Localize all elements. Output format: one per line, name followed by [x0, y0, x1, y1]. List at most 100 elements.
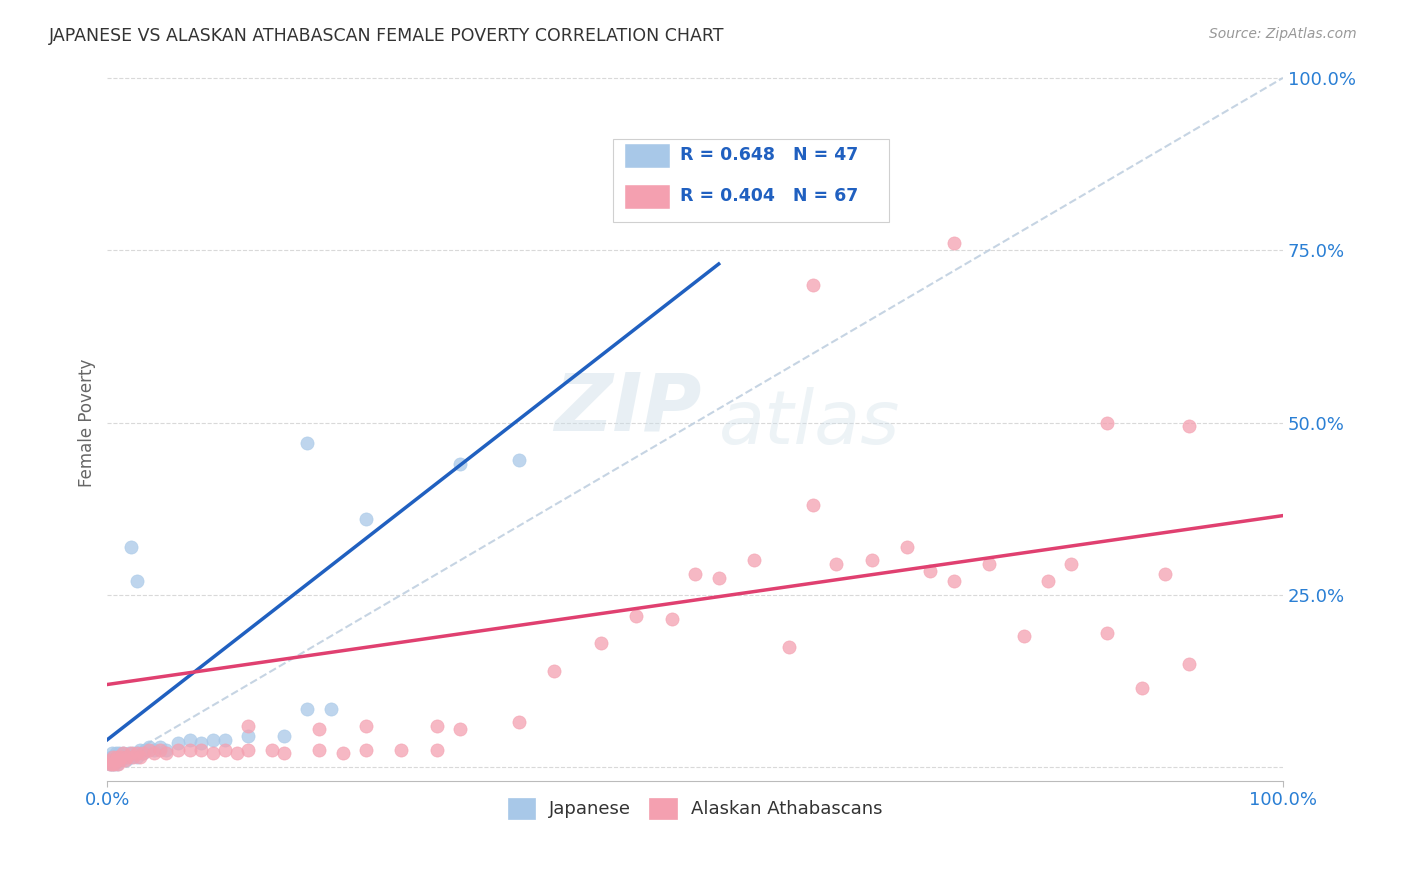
Point — [389, 743, 412, 757]
Point — [449, 723, 471, 737]
Point — [238, 719, 260, 733]
Point — [591, 636, 613, 650]
Point — [98, 756, 121, 771]
Point — [238, 729, 260, 743]
Point — [120, 540, 142, 554]
Point — [100, 753, 122, 767]
Point — [155, 747, 177, 761]
Point — [101, 756, 124, 771]
Point — [354, 719, 377, 733]
Point — [425, 719, 447, 733]
Point — [167, 743, 190, 757]
Point — [225, 747, 247, 761]
Point — [825, 557, 848, 571]
Point — [332, 747, 354, 761]
Point — [202, 732, 225, 747]
Point — [1130, 681, 1153, 695]
Point — [143, 747, 166, 761]
Point — [425, 743, 447, 757]
Text: JAPANESE VS ALASKAN ATHABASCAN FEMALE POVERTY CORRELATION CHART: JAPANESE VS ALASKAN ATHABASCAN FEMALE PO… — [49, 27, 724, 45]
Point — [214, 732, 236, 747]
Text: R = 0.404   N = 67: R = 0.404 N = 67 — [681, 187, 858, 205]
Point — [920, 564, 942, 578]
Point — [626, 608, 648, 623]
Point — [122, 747, 145, 761]
Point — [125, 747, 148, 761]
Point — [105, 750, 128, 764]
Point — [107, 756, 129, 771]
Point — [1014, 629, 1036, 643]
Point — [308, 743, 330, 757]
Point — [103, 753, 125, 767]
Point — [131, 747, 153, 761]
Point — [103, 753, 125, 767]
Point — [742, 553, 765, 567]
Point — [942, 574, 965, 588]
Point — [778, 640, 800, 654]
Point — [449, 457, 471, 471]
Point — [149, 739, 172, 754]
Point — [117, 747, 139, 761]
Point — [1178, 419, 1201, 434]
Point — [860, 553, 883, 567]
Point — [801, 277, 824, 292]
Point — [167, 736, 190, 750]
Point — [108, 753, 131, 767]
Point — [297, 436, 319, 450]
Point — [101, 747, 124, 761]
Point — [1178, 657, 1201, 671]
Point — [122, 750, 145, 764]
Point — [120, 750, 142, 764]
Point — [260, 743, 283, 757]
FancyBboxPatch shape — [613, 139, 889, 222]
Point — [1095, 625, 1118, 640]
Point — [103, 750, 125, 764]
Point — [134, 743, 156, 757]
Point — [100, 753, 122, 767]
Point — [110, 753, 132, 767]
Point — [354, 512, 377, 526]
Point — [138, 739, 160, 754]
Point — [98, 756, 121, 771]
Point — [108, 747, 131, 761]
Text: R = 0.648   N = 47: R = 0.648 N = 47 — [681, 146, 858, 164]
Point — [138, 743, 160, 757]
Point — [114, 750, 136, 764]
Point — [125, 750, 148, 764]
Point — [1095, 416, 1118, 430]
Point — [103, 756, 125, 771]
Point — [179, 732, 201, 747]
Point — [238, 743, 260, 757]
Point — [110, 750, 132, 764]
Point — [115, 753, 138, 767]
Point — [1036, 574, 1059, 588]
Point — [707, 571, 730, 585]
Point — [111, 747, 134, 761]
Point — [214, 743, 236, 757]
Point — [508, 715, 530, 730]
FancyBboxPatch shape — [624, 144, 671, 168]
Point — [108, 750, 131, 764]
Point — [143, 743, 166, 757]
Point — [107, 753, 129, 767]
Point — [131, 747, 153, 761]
Point — [104, 750, 127, 764]
Point — [125, 574, 148, 588]
Point — [120, 747, 142, 761]
Point — [149, 743, 172, 757]
Point — [661, 612, 683, 626]
Point — [104, 747, 127, 761]
Point — [190, 736, 212, 750]
Point — [101, 756, 124, 771]
Point — [103, 756, 125, 771]
Point — [104, 753, 127, 767]
Point — [273, 729, 295, 743]
Point — [308, 723, 330, 737]
Point — [155, 743, 177, 757]
Point — [202, 747, 225, 761]
Point — [683, 567, 706, 582]
Point — [129, 750, 152, 764]
Point — [179, 743, 201, 757]
Point — [273, 747, 295, 761]
Point — [297, 701, 319, 715]
